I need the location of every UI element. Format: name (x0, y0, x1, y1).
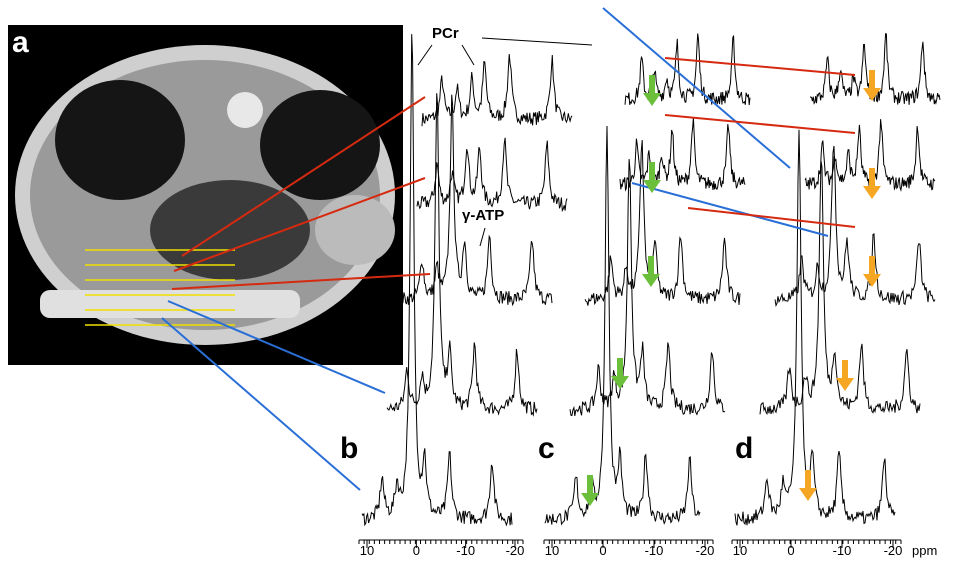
arrow-marker (643, 162, 661, 193)
arrow-marker (863, 256, 881, 287)
spectrum-trace (625, 34, 750, 106)
spectrum-trace (620, 117, 745, 189)
tick-label: -20 (884, 543, 903, 558)
tick-label: -10 (833, 543, 852, 558)
tick-label: 10 (545, 543, 559, 558)
red-line (688, 208, 855, 227)
tick-label: -10 (456, 543, 475, 558)
mri-image (8, 25, 403, 365)
tick-label: -20 (696, 543, 715, 558)
tick-label: 10 (733, 543, 747, 558)
figure: a b c d PCr γ-ATP ppm 10 0 -10 -20 10 0 -10 -20… (0, 0, 960, 563)
blue-line (632, 183, 828, 236)
blue-line (603, 8, 790, 168)
spectrum-trace (775, 146, 935, 306)
tick-label: -10 (645, 543, 664, 558)
pointer (462, 45, 474, 65)
spectrum-trace (760, 161, 920, 414)
unit-label: ppm (912, 543, 937, 558)
tick-label: 0 (413, 543, 420, 558)
spectrum-trace (422, 54, 572, 126)
spectrum-trace (570, 159, 725, 416)
panel-label: c (538, 432, 555, 465)
tick-label: 0 (787, 543, 794, 558)
arrow-marker (581, 475, 599, 506)
pcr-label: PCr (432, 25, 459, 42)
lung-left (55, 80, 185, 200)
pointer (418, 45, 432, 65)
chest-wall (40, 290, 300, 318)
tick-label: 0 (599, 543, 606, 558)
panel-label: d (735, 432, 753, 465)
panel-label: a (12, 26, 29, 59)
tick-label: 10 (360, 543, 374, 558)
page: {"panels": {"a": "a", "b": "b", "c": "c"… (0, 0, 960, 563)
liver (315, 195, 395, 265)
gatp-label: γ-ATP (462, 207, 504, 224)
panel-label: b (340, 432, 358, 465)
lung-right (260, 90, 380, 200)
markers (581, 70, 881, 506)
tick-label: -20 (506, 543, 525, 558)
aorta (227, 92, 263, 128)
pointer (480, 228, 485, 246)
spectrum-trace (417, 138, 567, 211)
pointer (482, 38, 592, 45)
